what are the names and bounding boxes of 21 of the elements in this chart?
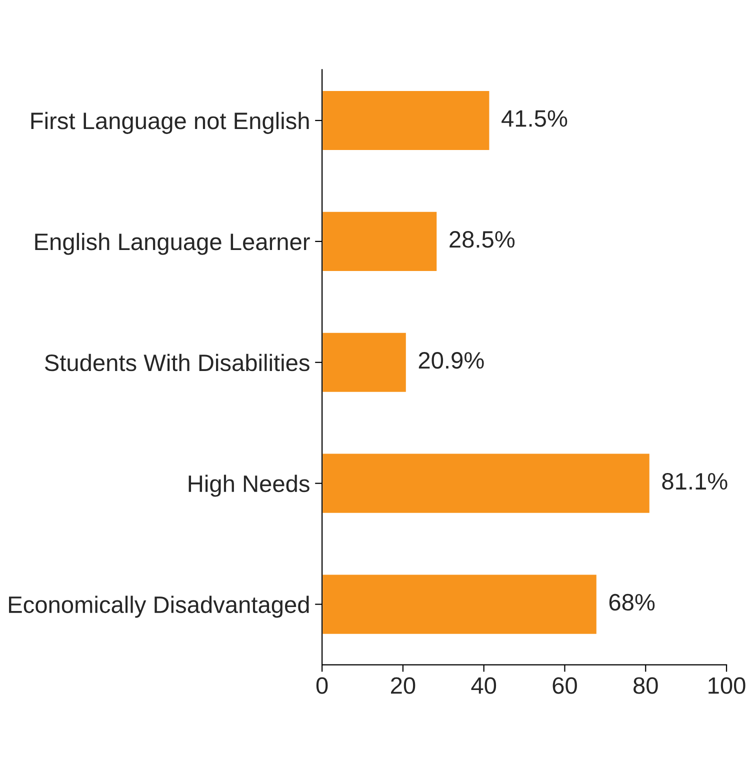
x-tick-label: 60 [552,677,577,694]
y-tick-label: High Needs [188,474,310,497]
x-tick-label: 0 [316,677,328,694]
bar [322,573,598,636]
data-label: 20.9% [418,352,484,369]
data-label: 41.5% [502,110,568,127]
x-tick-label: 20 [391,677,416,694]
y-tick-label: First Language not English [31,112,309,134]
x-tick-label: 100 [708,677,746,694]
bar [322,452,651,514]
y-tick-label: Students With Disabilities [44,354,310,372]
bar [322,210,438,272]
x-tick-label: 80 [634,677,658,694]
data-label: 28.5% [450,231,515,248]
bar [322,90,491,152]
x-tick-label: 40 [471,677,496,694]
y-tick-label: English Language Learner [35,232,310,255]
data-label: 81.1% [662,472,728,490]
bar [322,331,408,394]
y-tick-label: Economically Disadvantaged [9,596,309,618]
data-label: 68% [609,594,655,611]
